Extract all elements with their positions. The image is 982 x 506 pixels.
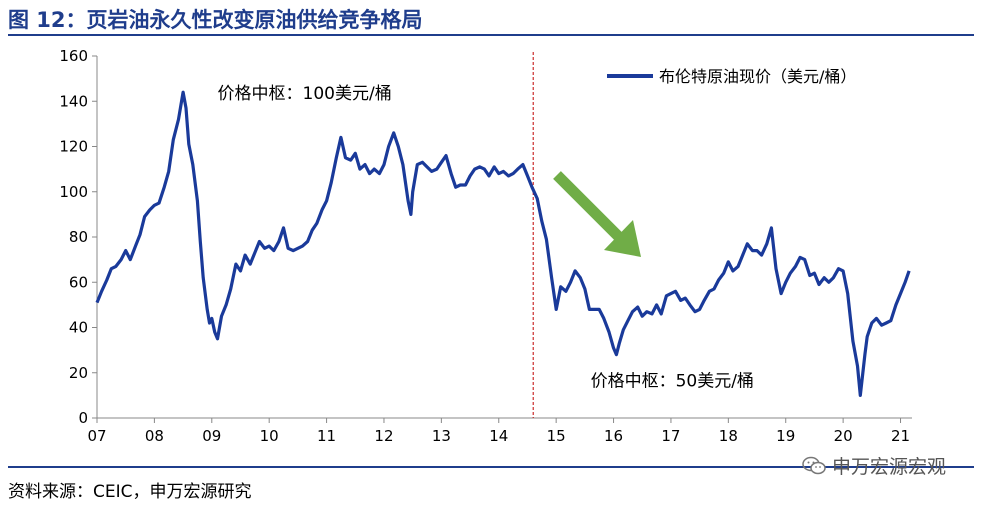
x-tick-label: 08 [145, 427, 164, 445]
axes [92, 55, 912, 423]
x-tick-label: 07 [87, 427, 106, 445]
y-tick-label: 80 [69, 228, 88, 246]
x-tick-label: 19 [776, 427, 795, 445]
source-rule [8, 466, 974, 468]
x-tick-label: 21 [891, 427, 910, 445]
legend-label: 布伦特原油现价（美元/桶） [659, 67, 856, 86]
y-tick-label: 20 [69, 364, 88, 382]
watermark-text: 申万宏源宏观 [831, 456, 946, 478]
x-tick-label: 20 [834, 427, 853, 445]
y-tick-label: 0 [78, 409, 88, 427]
x-tick-label: 11 [317, 427, 336, 445]
tick-labels: 0 20 40 60 80 100 120 140 160 07 08 09 10 11 12 13 14 15 1… [59, 47, 910, 445]
x-tick-label: 18 [719, 427, 738, 445]
y-tick-label: 140 [59, 92, 88, 110]
x-tick-label: 09 [202, 427, 221, 445]
trend-arrow-shaft [553, 171, 622, 240]
wechat-icon [802, 456, 826, 474]
title-rule [8, 34, 974, 36]
y-tick-label: 120 [59, 138, 88, 156]
legend: 布伦特原油现价（美元/桶） [607, 67, 856, 86]
source-note: 资料来源：CEIC，申万宏源研究 [8, 482, 252, 502]
annotation-label: 价格中枢：100美元/桶 [218, 84, 392, 104]
series-line [95, 90, 911, 397]
x-tick-label: 16 [604, 427, 623, 445]
x-tick-label: 12 [374, 427, 393, 445]
x-tick-label: 10 [260, 427, 279, 445]
y-tick-label: 40 [69, 319, 88, 337]
figure-title: 图 12：页岩油永久性改变原油供给竞争格局 [8, 8, 423, 32]
x-tick-label: 14 [489, 427, 508, 445]
y-tick-label: 100 [59, 183, 88, 201]
y-tick-label: 160 [59, 47, 88, 65]
x-tick-label: 17 [661, 427, 680, 445]
annotation-label: 价格中枢：50美元/桶 [591, 371, 754, 391]
x-tick-label: 13 [432, 427, 451, 445]
x-tick-label: 15 [547, 427, 566, 445]
trend-arrow-head [604, 220, 641, 257]
trend-arrow [553, 171, 641, 257]
y-tick-label: 60 [69, 273, 88, 291]
chart: 0 20 40 60 80 100 120 140 160 07 08 09 10 11 12 13 14 15 1… [59, 47, 912, 445]
watermark: 申万宏源宏观 [802, 452, 946, 479]
